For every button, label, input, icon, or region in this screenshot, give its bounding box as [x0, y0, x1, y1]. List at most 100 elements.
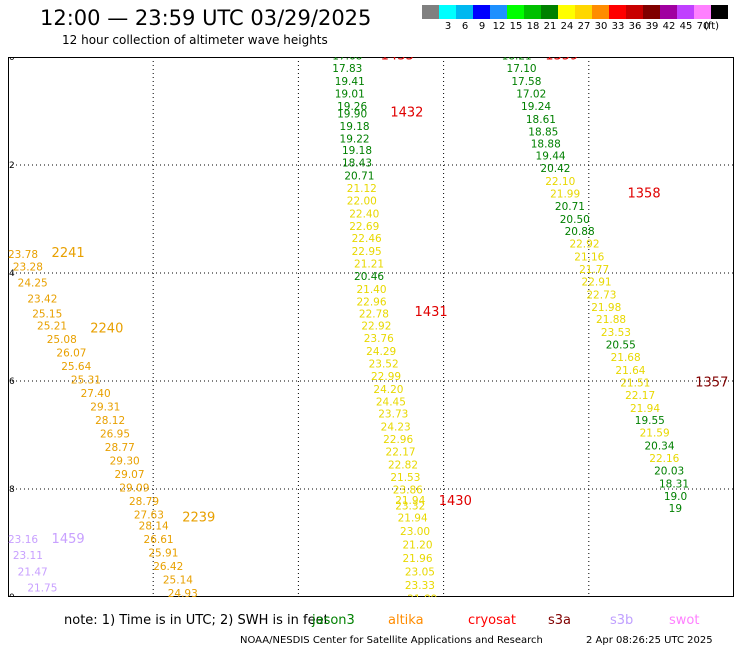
wave-height-value: 17.83: [332, 63, 362, 75]
legend-swatch: [575, 5, 592, 19]
wave-height-value: 21.16: [574, 252, 604, 264]
track-time-marker: 1430: [439, 494, 472, 509]
wave-height-value: 20.03: [654, 465, 684, 477]
wave-height-value: 21.94: [398, 512, 428, 524]
credit-text: NOAA/NESDIS Center for Satellite Applica…: [240, 635, 543, 646]
wave-height-map[interactable]: -50-52-54-56-58-60120123126129132135 23.…: [8, 57, 734, 597]
wave-height-value: 19.18: [342, 145, 372, 157]
satellite-track: 21.1222.0022.4022.6922.4622.9521.2120.46…: [347, 183, 472, 597]
satellite-legend-item: altika: [388, 613, 424, 628]
wave-height-value: 22.96: [356, 296, 386, 308]
wave-height-value: 21.40: [356, 284, 386, 296]
wave-height-value: 24.23: [381, 422, 411, 434]
wave-height-value: 19.18: [340, 121, 370, 133]
wave-height-value: 17.02: [516, 89, 546, 101]
wave-height-value: 19.26: [337, 101, 367, 113]
wave-height-value: 24.20: [373, 384, 403, 396]
wave-height-value: 26.07: [56, 348, 86, 360]
wave-height-value: 25.15: [32, 308, 62, 320]
legend-swatch: [626, 5, 643, 19]
legend-label: 70: [696, 21, 710, 32]
wave-height-value: 23.52: [369, 359, 399, 371]
satellite-legend-item: jason3: [312, 613, 355, 628]
wave-height-value: 17.58: [511, 76, 541, 88]
note-text: note: 1) Time is in UTC; 2) SWH is in fe…: [64, 613, 329, 628]
satellite-legend-item: s3b: [610, 613, 634, 628]
satellite-legend-item: s3a: [548, 613, 572, 628]
wave-height-value: 21.89: [407, 593, 437, 597]
track-time-marker: 1431: [415, 305, 448, 320]
wave-height-value: 18.61: [526, 114, 556, 126]
wave-height-value: 22.17: [386, 447, 416, 459]
wave-height-value: 20.46: [354, 271, 384, 283]
wave-height-value: 25.31: [71, 375, 101, 387]
wave-height-value: 25.14: [163, 575, 193, 587]
wave-height-value: 25.21: [37, 321, 67, 333]
legend-swatch: [490, 5, 507, 19]
legend-swatch: [558, 5, 575, 19]
map-frame: [8, 57, 734, 597]
wave-height-value: 18.85: [528, 126, 558, 138]
legend-swatch: [439, 5, 456, 19]
wave-height-value: 25.91: [148, 548, 178, 560]
wave-height-value: 18.43: [342, 158, 372, 170]
wave-height-value: 22.91: [582, 276, 612, 288]
wave-height-value: 23.33: [405, 580, 435, 592]
wave-height-value: 19.01: [335, 89, 365, 101]
satellite-track: 17.6817.8319.4119.0119.2619.9019.1819.22…: [332, 57, 423, 183]
track-time-marker: 1357: [695, 375, 728, 390]
wave-height-value: 23.05: [405, 566, 435, 578]
wave-height-value: 22.17: [625, 390, 655, 402]
wave-height-value: 19.90: [337, 108, 367, 120]
satellite-legend-item: cryosat: [468, 613, 516, 628]
track-time-marker: 2239: [182, 510, 215, 525]
lat-label: -58: [8, 485, 15, 495]
track-time-marker: 1433: [381, 57, 414, 64]
wave-height-value: 22.10: [545, 176, 575, 188]
wave-height-value: 23.11: [13, 550, 43, 562]
legend-swatch: [524, 5, 541, 19]
wave-height-value: 21.59: [640, 428, 670, 440]
wave-height-value: 29.07: [114, 469, 144, 481]
wave-height-value: 24.45: [376, 396, 406, 408]
legend-swatch: [677, 5, 694, 19]
wave-height-value: 21.20: [402, 539, 432, 551]
legend-label: 6: [461, 21, 469, 32]
wave-height-value: 24.25: [18, 278, 48, 290]
wave-height-value: 21.51: [620, 377, 650, 389]
track-time-marker: 2240: [90, 321, 123, 336]
legend-label: 30: [594, 21, 608, 32]
wave-height-value: 28.77: [105, 442, 135, 454]
legend-label: 45: [679, 21, 693, 32]
wave-height-value: 24.29: [366, 346, 396, 358]
legend-swatch: [456, 5, 473, 19]
wave-height-value: 18.88: [531, 139, 561, 151]
page-subtitle: 12 hour collection of altimeter wave hei…: [62, 33, 328, 47]
wave-height-value: 19.55: [635, 415, 665, 427]
wave-height-value: 23.76: [364, 333, 394, 345]
lat-label: -54: [8, 269, 15, 279]
lat-label: -56: [8, 377, 15, 387]
wave-height-value: 21.64: [615, 365, 645, 377]
track-time-marker: 2241: [52, 246, 85, 261]
wave-height-value: 28.12: [95, 415, 125, 427]
wave-height-value: 21.98: [591, 302, 621, 314]
wave-height-value: 27.63: [134, 510, 164, 522]
satellite-track: 18.2117.1017.5817.0219.2418.6118.8518.88…: [502, 57, 689, 515]
legend-swatch: [422, 5, 439, 19]
satellite-track: 23.16 23.11 21.47 21.75 1459: [8, 532, 85, 595]
wave-height-value: 21.88: [596, 314, 626, 326]
legend-swatch: [592, 5, 609, 19]
wave-height-value: 21.94: [395, 495, 425, 507]
wave-height-value: 28.79: [129, 496, 159, 508]
legend-swatch: [507, 5, 524, 19]
wave-height-value: 22.92: [569, 239, 599, 251]
wave-height-value: 23.42: [27, 294, 57, 306]
legend-swatch: [660, 5, 677, 19]
legend-label: 21: [543, 21, 557, 32]
legend-label: 42: [662, 21, 676, 32]
wave-height-value: 20.88: [565, 226, 595, 238]
legend-label: 3: [444, 21, 452, 32]
wave-height-value: 22.78: [359, 308, 389, 320]
